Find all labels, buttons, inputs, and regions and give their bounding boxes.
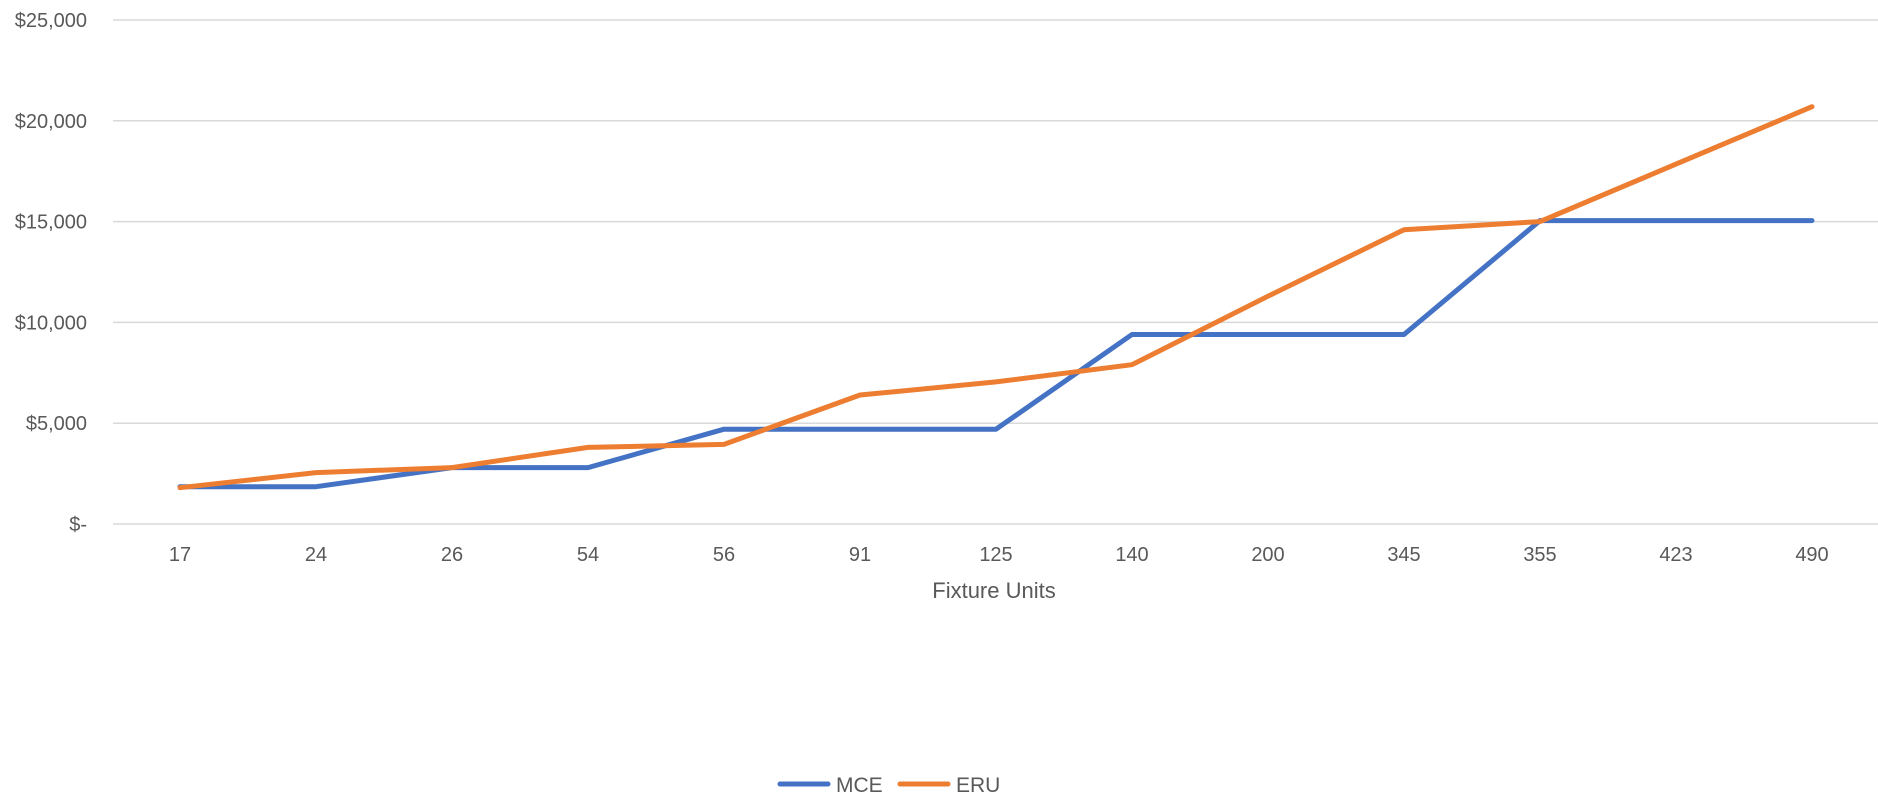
- x-tick-label: 200: [1251, 544, 1284, 566]
- x-tick-label: 91: [849, 544, 871, 566]
- y-tick-label: $10,000: [15, 312, 87, 334]
- series-line-mce: [177, 218, 1815, 490]
- legend-label-eru: ERU: [956, 774, 1000, 795]
- x-tick-label: 355: [1523, 544, 1556, 566]
- series-line-eru: [177, 104, 1815, 491]
- x-axis-title: Fixture Units: [932, 578, 1055, 603]
- x-tick-label: 24: [305, 544, 327, 566]
- x-tick-label: 125: [979, 544, 1012, 566]
- y-tick-label: $20,000: [15, 111, 87, 133]
- x-tick-label: 54: [577, 544, 599, 566]
- legend-label-mce: MCE: [836, 774, 883, 795]
- y-tick-label: $-: [69, 514, 87, 536]
- y-tick-label: $15,000: [15, 212, 87, 234]
- x-tick-label: 345: [1387, 544, 1420, 566]
- x-tick-label: 17: [169, 544, 191, 566]
- gridlines: [113, 19, 1878, 525]
- x-tick-label: 26: [441, 544, 463, 566]
- series-lines: [177, 104, 1815, 491]
- y-axis-tick-labels: $- $5,000 $10,000 $15,000 $20,000 $25,000: [15, 10, 87, 536]
- x-tick-label: 490: [1795, 544, 1828, 566]
- legend: MCE ERU: [777, 774, 1000, 795]
- x-tick-label: 56: [713, 544, 735, 566]
- x-tick-label: 423: [1659, 544, 1692, 566]
- y-tick-label: $25,000: [15, 10, 87, 32]
- x-tick-label: 140: [1115, 544, 1148, 566]
- x-axis-tick-labels: 17 24 26 54 56 91 125 140 200 345 355 423 490: [169, 544, 1829, 566]
- y-tick-label: $5,000: [26, 413, 87, 435]
